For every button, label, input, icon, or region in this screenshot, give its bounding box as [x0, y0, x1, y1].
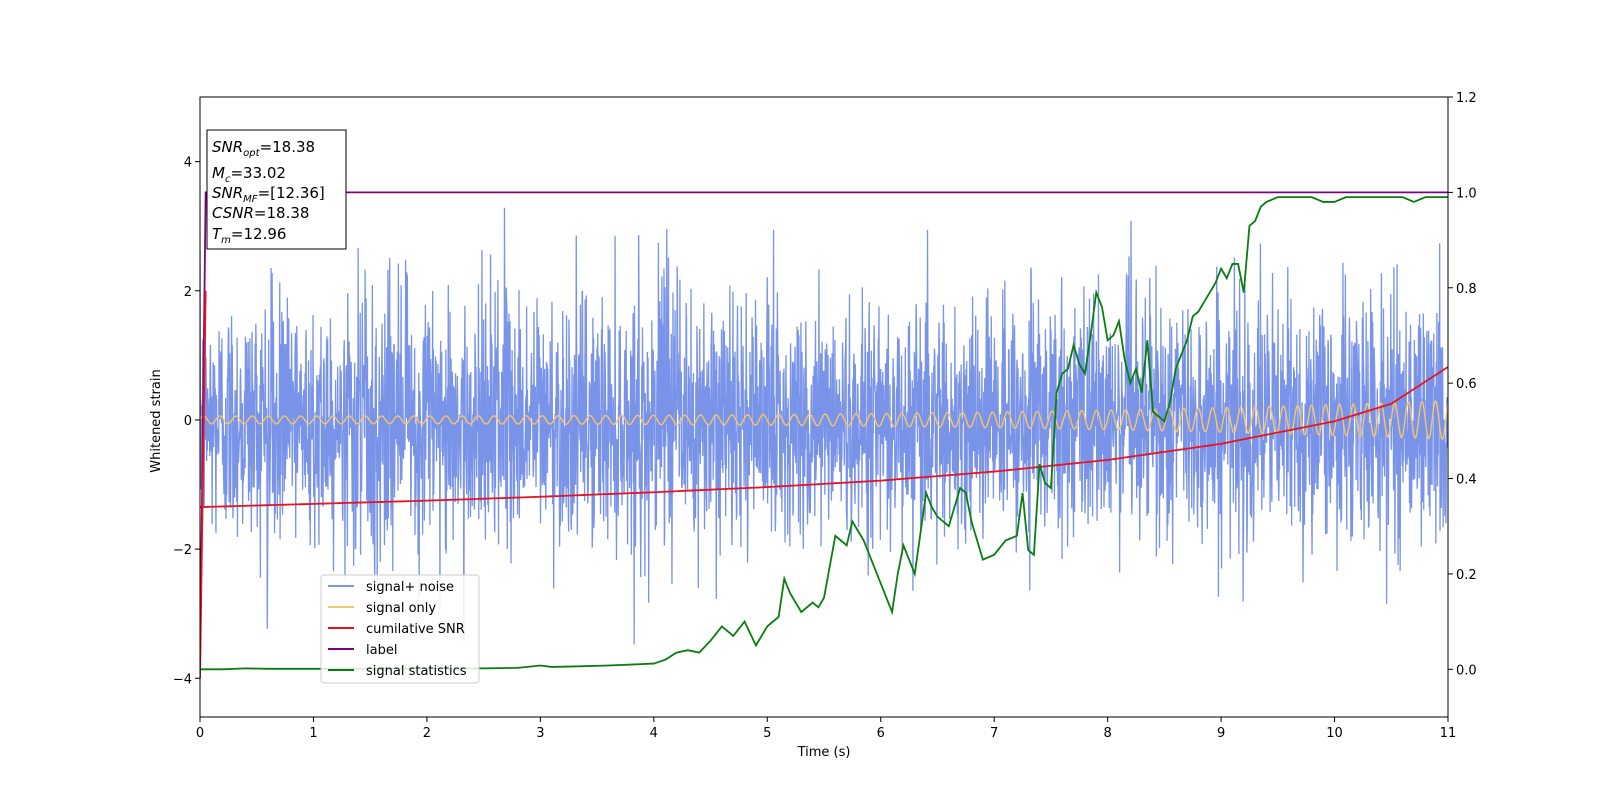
x-tick-label: 11: [1440, 726, 1457, 741]
x-tick-label: 0: [196, 726, 204, 741]
y-tick-label: 0: [184, 414, 192, 429]
svg-text:signal+ noise: signal+ noise: [366, 580, 454, 595]
y2-tick-label: 0.4: [1456, 473, 1477, 488]
series-signal-statistics: [200, 196, 1448, 671]
x-tick-label: 1: [309, 726, 317, 741]
y-tick-label: −2: [173, 543, 192, 558]
y-tick-label: 4: [184, 156, 192, 171]
y2-tick-label: 0.6: [1456, 377, 1477, 392]
y-tick-label: −4: [173, 672, 192, 687]
series-signal-only: [200, 399, 1448, 441]
annotation-tm: Tm=12.96: [212, 225, 286, 246]
legend-item-noise: signal+ noise: [328, 580, 454, 595]
legend-item-signal: signal only: [328, 601, 436, 616]
svg-text:cumilative SNR: cumilative SNR: [366, 622, 465, 637]
legend-item-label: label: [328, 643, 397, 658]
x-axis-label: Time (s): [797, 745, 851, 760]
x-tick-label: 9: [1217, 726, 1225, 741]
x-tick-label: 2: [423, 726, 431, 741]
y2-tick-label: 1.0: [1456, 186, 1477, 201]
annotation-mc: Mc=33.02: [212, 164, 286, 185]
x-tick-label: 7: [990, 726, 998, 741]
y2-tick-label: 0.0: [1456, 663, 1477, 678]
y2-tick-label: 0.8: [1456, 282, 1477, 297]
x-tick-label: 10: [1326, 726, 1343, 741]
y-tick-label: 2: [184, 285, 192, 300]
x-tick-label: 5: [763, 726, 771, 741]
series-cumulative-snr-start: [200, 290, 207, 679]
x-tick-label: 8: [1103, 726, 1111, 741]
svg-text:label: label: [366, 643, 397, 658]
y2-tick-label: 0.2: [1456, 568, 1477, 583]
annotation-box: SNRopt=18.38 Mc=33.02 SNRMF=[12.36] CSNR…: [206, 129, 347, 250]
annotation-snr-opt: SNRopt=18.38: [212, 138, 315, 159]
legend-item-stat: signal statistics: [328, 664, 467, 679]
svg-text:signal statistics: signal statistics: [366, 664, 467, 679]
y2-tick-label: 1.2: [1456, 91, 1477, 106]
x-tick-label: 6: [877, 726, 885, 741]
svg-text:signal only: signal only: [366, 601, 436, 616]
x-tick-label: 4: [650, 726, 658, 741]
y-axis-label: Whitened strain: [149, 369, 164, 472]
annotation-snr-mf: SNRMF=[12.36]: [212, 184, 325, 205]
legend: signal+ noise signal only cumilative SNR…: [320, 574, 480, 684]
x-tick-label: 3: [536, 726, 544, 741]
plot-frame: [199, 96, 1449, 718]
plot-area: [199, 96, 1449, 718]
legend-item-csnr: cumilative SNR: [328, 622, 465, 637]
ticks: 0 1 2 3 4 5 6 7 8 9 10 11 −4 −2 0 2 4 0.0 0.2 0.4 0.6 0.8 1.0 1…: [173, 91, 1477, 741]
annotation-csnr: CSNR=18.38: [212, 204, 309, 222]
series-signal-noise: [200, 207, 1448, 645]
series-cumulative-snr: [200, 366, 1448, 508]
